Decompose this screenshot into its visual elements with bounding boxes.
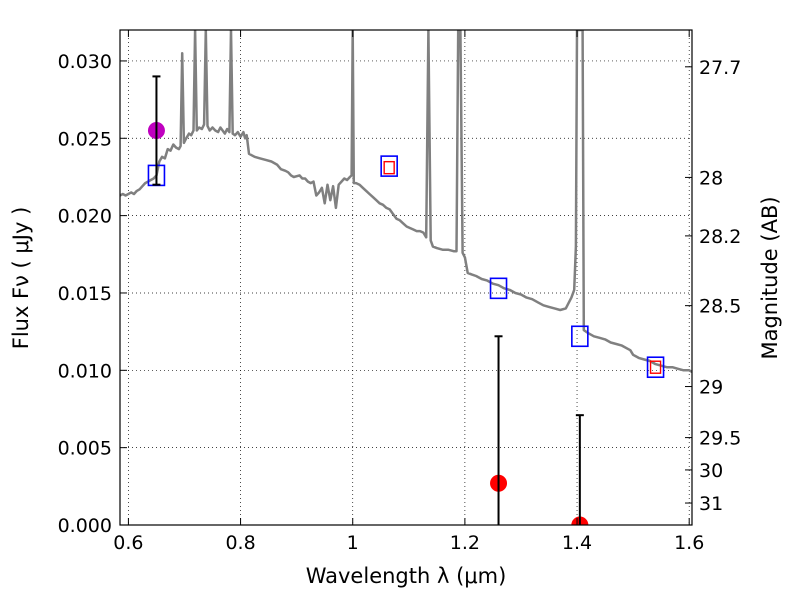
y-tick-label: 0.010 bbox=[58, 360, 112, 382]
y2-tick-label: 29.5 bbox=[699, 428, 741, 450]
clipped-series bbox=[120, 30, 692, 525]
y-tick-label: 0.030 bbox=[58, 51, 112, 73]
spectrum-line bbox=[120, 30, 692, 373]
right-axis-title: Magnitude (AB) bbox=[758, 196, 782, 359]
y2-tick-label: 27.7 bbox=[699, 57, 741, 79]
synthetic-photometry-square bbox=[649, 360, 662, 374]
plot-frame bbox=[119, 29, 693, 526]
y2-tick-label: 28.5 bbox=[699, 296, 741, 318]
y-tick-label: 0.000 bbox=[58, 515, 112, 537]
x-tick-label: 1.6 bbox=[674, 532, 704, 554]
y2-tick-label: 31 bbox=[699, 493, 723, 515]
x-tick-label: 1.2 bbox=[450, 532, 480, 554]
y-tick-label: 0.015 bbox=[58, 283, 112, 305]
y-axis-title: Flux Fν ( μJy ) bbox=[9, 207, 33, 350]
y2-tick-label: 29 bbox=[699, 377, 723, 399]
y2-tick-label: 28.2 bbox=[699, 226, 741, 248]
y-tick-label: 0.005 bbox=[58, 438, 112, 460]
x-tick-label: 1 bbox=[347, 532, 359, 554]
x-axis-title: Wavelength λ (μm) bbox=[306, 564, 507, 588]
x-tick-label: 0.6 bbox=[113, 532, 143, 554]
model-photometry-square bbox=[571, 325, 589, 348]
axis-ticks: 0.6 0.8 1 1.2 1.4 1.6 0.000 0.005 0.010 0.015 0.02… bbox=[58, 30, 741, 554]
y-tick-label: 0.020 bbox=[58, 206, 112, 228]
model-photometry-square bbox=[646, 356, 665, 379]
x-tick-label: 0.8 bbox=[225, 532, 255, 554]
model-photometry-square bbox=[380, 155, 398, 177]
y-tick-label: 0.025 bbox=[58, 128, 112, 150]
plot-series bbox=[120, 30, 692, 525]
grid-lines bbox=[120, 30, 692, 526]
y2-tick-label: 30 bbox=[699, 460, 723, 482]
x-tick-label: 1.4 bbox=[562, 532, 592, 554]
model-photometry-square bbox=[489, 277, 508, 300]
y2-tick-label: 28 bbox=[699, 167, 723, 189]
synthetic-photometry-square bbox=[383, 160, 395, 175]
